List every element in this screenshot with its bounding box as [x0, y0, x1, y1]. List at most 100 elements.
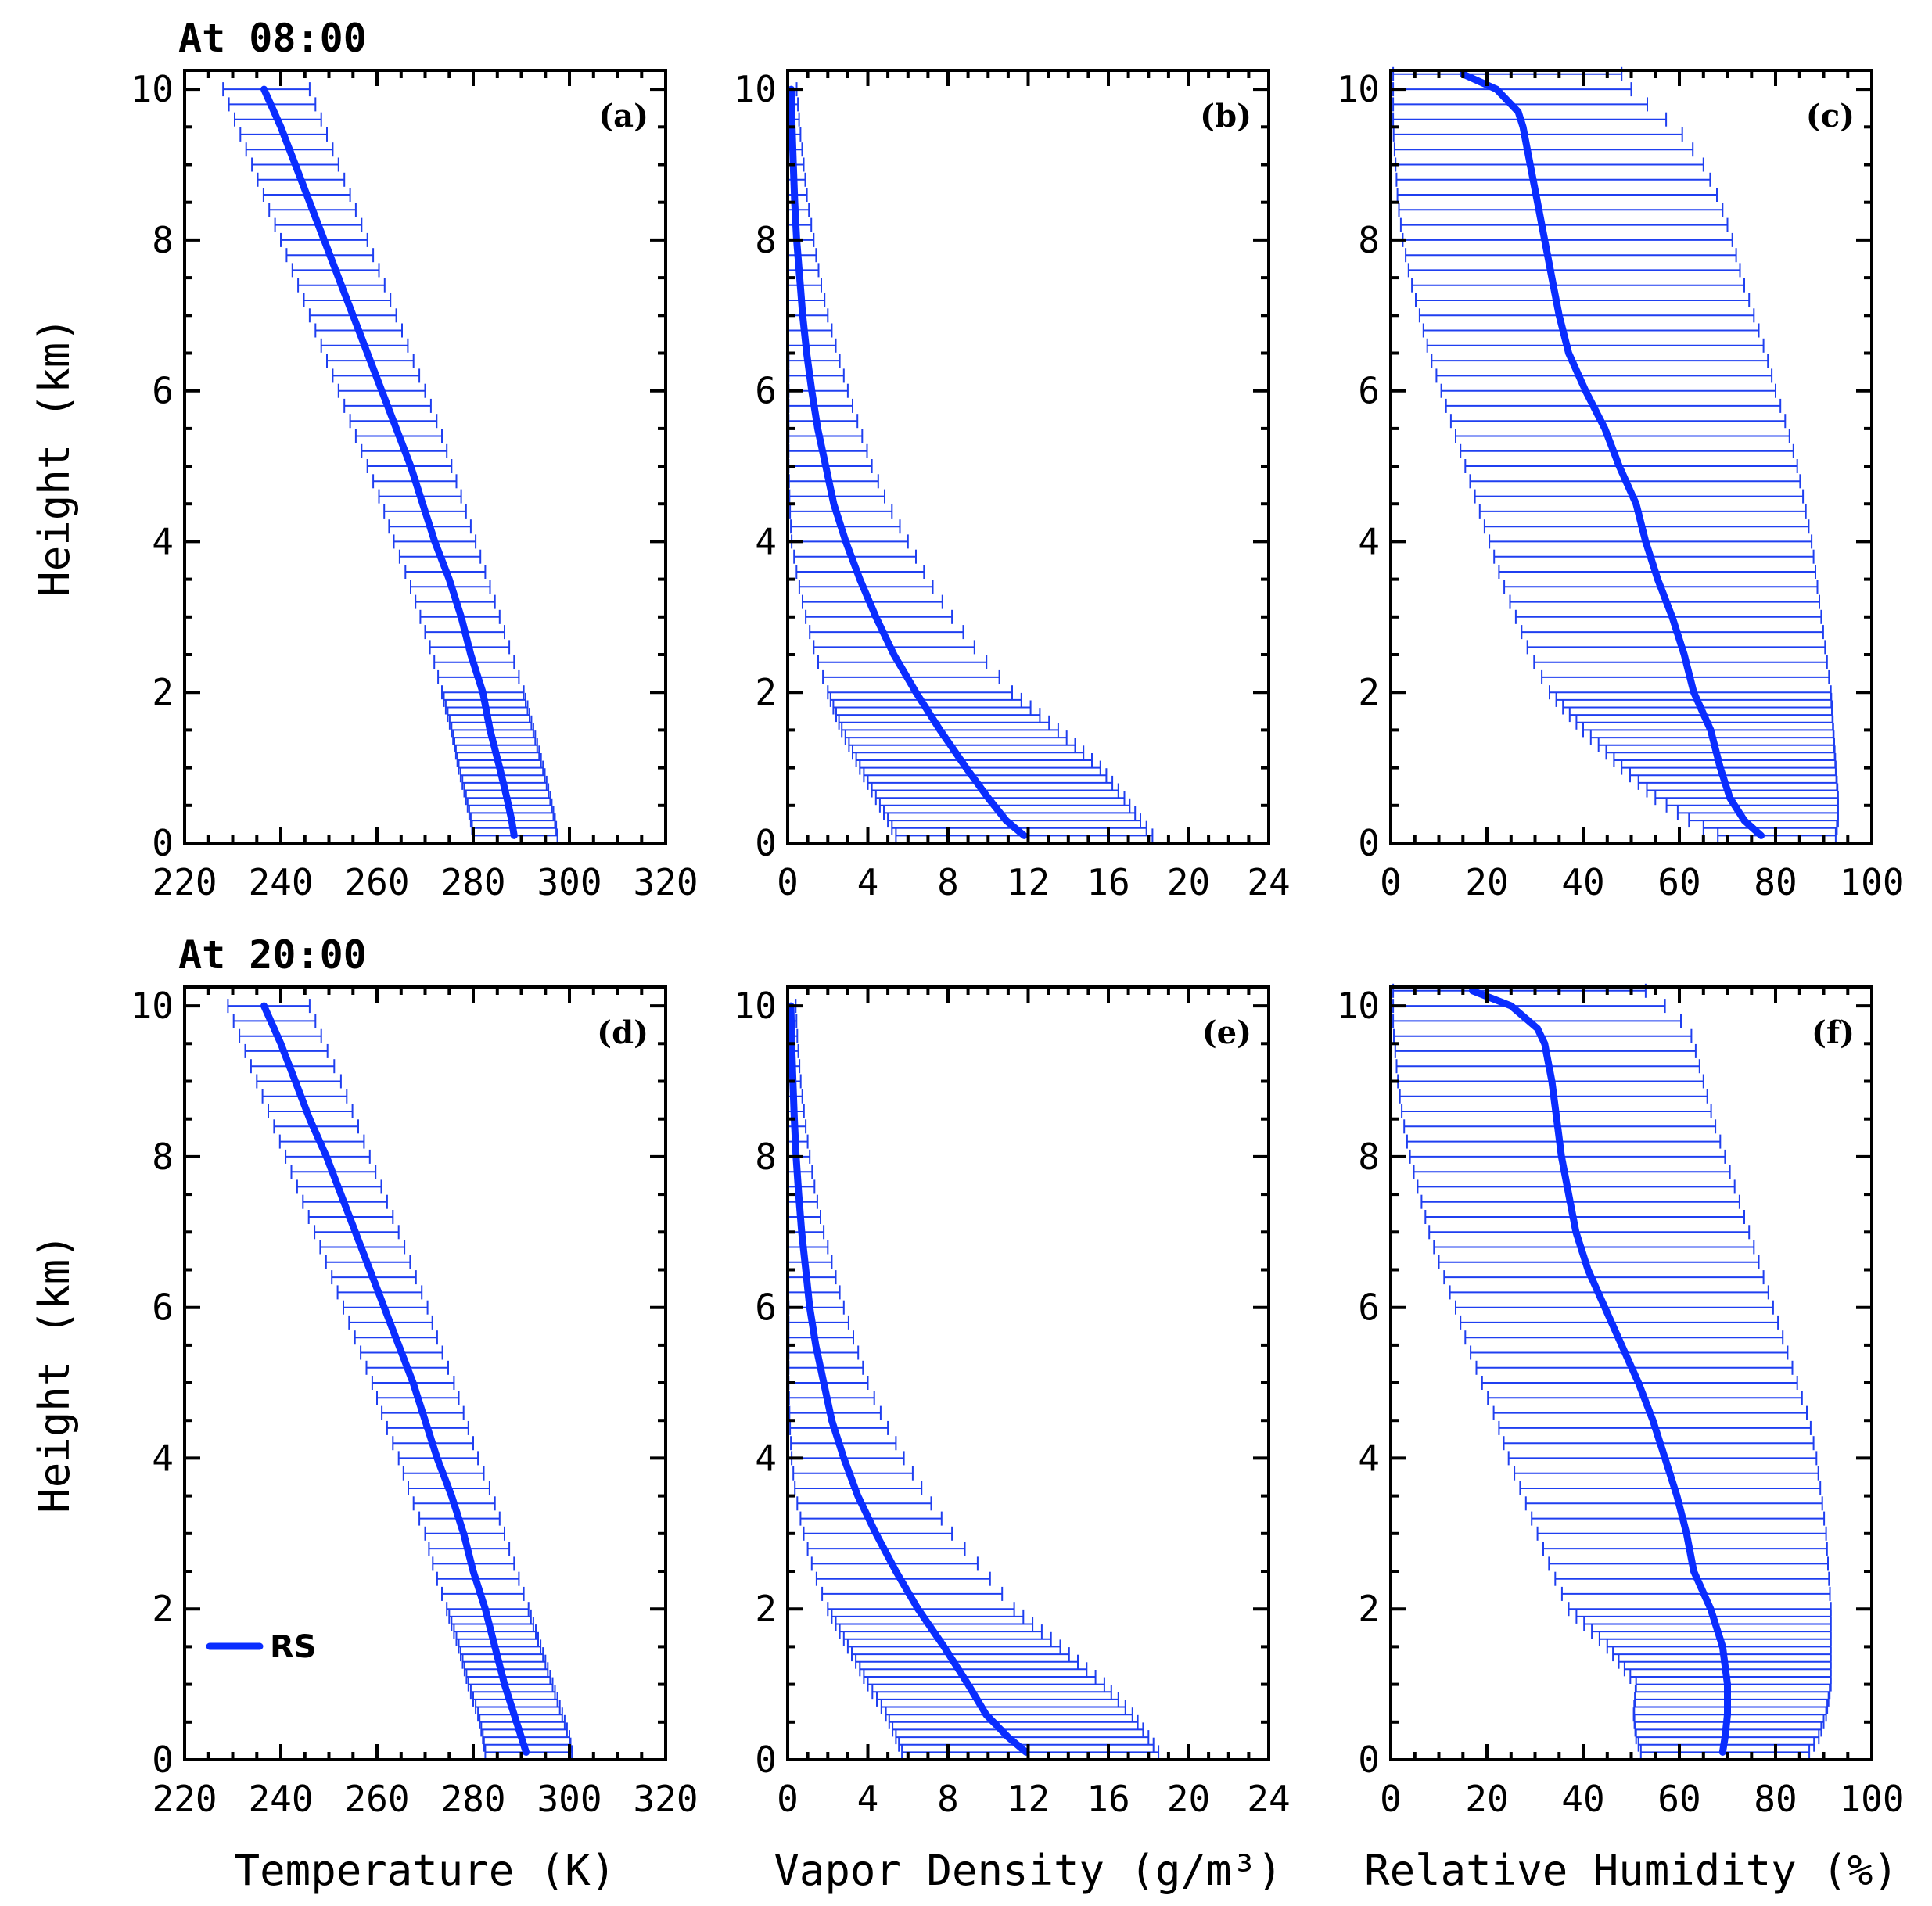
x-tick-label-d: 280: [440, 1778, 505, 1820]
x-tick-label-d: 220: [152, 1778, 217, 1820]
y-tick-label-f: 10: [1337, 985, 1380, 1027]
panel-tag-d: (d): [597, 1014, 648, 1051]
y-tick-label-c: 2: [1358, 671, 1380, 713]
series-line-c-RS: [1459, 70, 1765, 839]
y-tick-label-f: 2: [1358, 1588, 1380, 1630]
x-tick-label-b: 8: [937, 861, 959, 903]
x-tick-label-c: 20: [1465, 861, 1508, 903]
errorbars-f: [1392, 983, 1832, 1760]
x-axis-label-e: Vapor Density (g/m³): [774, 1846, 1282, 1895]
axes-frame-b: [786, 69, 1270, 845]
y-tick-label-b: 4: [755, 520, 777, 562]
errorbars-e: [787, 999, 1160, 1760]
y-tick-label-f: 0: [1358, 1739, 1380, 1781]
x-tick-label-f: 20: [1465, 1778, 1508, 1820]
errorbars-b: [787, 82, 1154, 843]
y-tick-label-a: 10: [131, 68, 174, 110]
x-tick-label-b: 12: [1007, 861, 1050, 903]
y-axis-label-a: Height (km): [30, 317, 79, 597]
x-axis-label-f: Relative Humidity (%): [1364, 1846, 1898, 1895]
x-tick-label-e: 8: [937, 1778, 959, 1820]
y-tick-label-a: 6: [152, 370, 174, 412]
x-tick-label-f: 0: [1380, 1778, 1402, 1820]
x-tick-label-b: 24: [1247, 861, 1290, 903]
x-tick-label-c: 80: [1754, 861, 1797, 903]
y-tick-label-c: 8: [1358, 219, 1380, 261]
panel-tag-f: (f): [1812, 1014, 1855, 1051]
legend-label: RS: [270, 1629, 317, 1665]
x-tick-label-f: 40: [1561, 1778, 1604, 1820]
y-tick-label-e: 4: [755, 1437, 777, 1479]
x-tick-label-d: 320: [633, 1778, 698, 1820]
axes-frame-c: [1389, 69, 1873, 845]
x-tick-label-f: 100: [1839, 1778, 1904, 1820]
x-tick-label-a: 280: [440, 861, 505, 903]
y-tick-label-b: 6: [755, 370, 777, 412]
y-tick-label-d: 8: [152, 1136, 174, 1178]
y-tick-label-d: 6: [152, 1287, 174, 1329]
x-tick-label-b: 0: [777, 861, 799, 903]
y-tick-label-b: 10: [734, 68, 777, 110]
y-tick-label-a: 2: [152, 671, 174, 713]
panel-c: 0 20 40 60 80 100 0 2 4 6 8 10 (c): [1337, 66, 1905, 903]
x-tick-label-d: 300: [537, 1778, 602, 1820]
y-tick-label-e: 10: [734, 985, 777, 1027]
panel-tag-a: (a): [598, 98, 648, 135]
y-tick-label-a: 0: [152, 822, 174, 864]
panel-f: 0 20 40 60 80 100 0 2 4 6 8 10 (f) Relative Humidity …: [1337, 983, 1905, 1895]
row-label-evening: At 20:00: [178, 932, 367, 978]
x-tick-label-b: 20: [1167, 861, 1210, 903]
x-tick-label-a: 220: [152, 861, 217, 903]
row-label-morning: At 08:00: [178, 16, 367, 61]
x-tick-label-f: 80: [1754, 1778, 1797, 1820]
x-tick-label-f: 60: [1657, 1778, 1700, 1820]
series-line-a-RS: [260, 85, 518, 839]
x-tick-label-c: 100: [1839, 861, 1904, 903]
y-tick-label-d: 2: [152, 1588, 174, 1630]
y-tick-label-e: 6: [755, 1287, 777, 1329]
x-tick-label-d: 240: [248, 1778, 313, 1820]
x-tick-label-b: 16: [1086, 861, 1129, 903]
series-line-d-RS: [260, 1002, 530, 1756]
axes-frame-e: [786, 985, 1270, 1761]
axes-frame-a: [183, 69, 667, 845]
panel-tag-b: (b): [1200, 98, 1251, 135]
series-line-f-RS: [1469, 987, 1731, 1756]
x-tick-label-c: 40: [1561, 861, 1604, 903]
errorbars-a: [222, 82, 558, 843]
x-tick-label-a: 260: [344, 861, 409, 903]
panel-d: 220 240 260 280 300 320 0 2 4 6 8 10 (d) Height (km) T…: [30, 985, 698, 1895]
y-tick-label-b: 0: [755, 822, 777, 864]
y-tick-label-e: 0: [755, 1739, 777, 1781]
legend: RS: [206, 1629, 317, 1665]
series-line-b-RS: [788, 85, 1028, 839]
y-tick-label-d: 4: [152, 1437, 174, 1479]
x-tick-label-e: 0: [777, 1778, 799, 1820]
x-tick-label-b: 4: [857, 861, 879, 903]
y-tick-label-e: 8: [755, 1136, 777, 1178]
y-tick-label-f: 8: [1358, 1136, 1380, 1178]
y-tick-label-a: 8: [152, 219, 174, 261]
panel-tag-c: (c): [1806, 98, 1855, 135]
y-tick-label-c: 10: [1337, 68, 1380, 110]
x-tick-label-e: 4: [857, 1778, 879, 1820]
y-axis-label-d: Height (km): [30, 1233, 79, 1513]
x-tick-label-e: 24: [1247, 1778, 1290, 1820]
panel-tag-e: (e): [1202, 1014, 1251, 1051]
y-tick-label-b: 8: [755, 219, 777, 261]
x-tick-label-e: 20: [1167, 1778, 1210, 1820]
y-tick-label-d: 0: [152, 1739, 174, 1781]
x-tick-label-c: 60: [1657, 861, 1700, 903]
y-tick-label-c: 4: [1358, 520, 1380, 562]
y-tick-label-c: 6: [1358, 370, 1380, 412]
series-line-e-RS: [787, 1002, 1030, 1756]
y-tick-label-a: 4: [152, 520, 174, 562]
x-axis-label-d: Temperature (K): [235, 1846, 616, 1895]
panel-a: 220 240 260 280 300 320 0 2 4 6 8 10 (a) Height (km): [30, 68, 698, 903]
x-tick-label-c: 0: [1380, 861, 1402, 903]
y-tick-label-c: 0: [1358, 822, 1380, 864]
